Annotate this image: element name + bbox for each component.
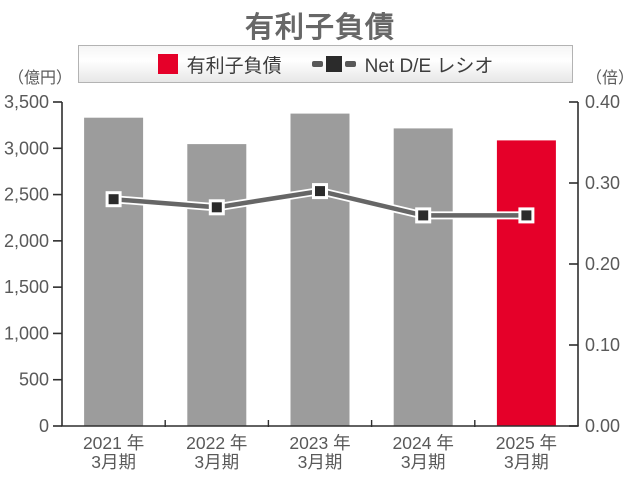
x-axis-label-line2: 3月期: [298, 452, 343, 472]
debt-bar-swatch-icon: [157, 54, 178, 74]
x-axis-label-line2: 3月期: [504, 452, 549, 472]
net-de-marker-2025: [518, 207, 535, 224]
right-axis-tick-label: 0.10: [585, 335, 620, 355]
right-axis-tick-label: 0.40: [585, 92, 620, 112]
x-axis-label-line2: 3月期: [91, 452, 136, 472]
bar-2021: [84, 117, 144, 426]
net-de-marker-2024: [415, 207, 432, 224]
x-axis-label-line1: 2023 年: [289, 433, 350, 453]
left-axis-tick-label: 500: [19, 370, 49, 390]
right-axis-tick-label: 0.20: [585, 254, 620, 274]
bar-2024: [393, 128, 453, 426]
left-axis-tick-label: 2,500: [4, 185, 49, 205]
legend: 有利子負債 Net D/E レシオ: [78, 45, 573, 83]
square-marker-icon: [325, 56, 342, 72]
net-de-marker-2022: [208, 199, 225, 216]
left-axis-unit: （億円）: [8, 70, 73, 87]
dash-icon: [344, 61, 356, 67]
left-axis-tick-label: 1,500: [4, 277, 49, 297]
left-axis-tick-label: 3,500: [4, 92, 49, 112]
left-axis-tick-label: 3,000: [4, 138, 49, 158]
x-axis-label-line1: 2022 年: [186, 433, 247, 453]
left-axis-tick-label: 0: [39, 416, 49, 436]
net-de-marker-2021: [105, 191, 122, 208]
legend-label-debt: 有利子負債: [186, 55, 282, 77]
x-axis-label-line1: 2025 年: [496, 433, 557, 453]
bar-2025: [496, 140, 556, 426]
left-axis-tick-label: 1,000: [4, 323, 49, 343]
x-axis-label-line2: 3月期: [401, 452, 446, 472]
dash-icon: [311, 61, 323, 67]
bar-2022: [187, 144, 247, 426]
x-axis-label-line2: 3月期: [194, 452, 239, 472]
legend-label-ratio: Net D/E レシオ: [364, 55, 494, 77]
chart-title: 有利子負債: [244, 12, 395, 44]
left-axis-tick-label: 2,000: [4, 231, 49, 251]
net-de-marker-2023: [312, 183, 328, 200]
right-axis-unit: （倍）: [585, 70, 634, 87]
x-axis-label-line1: 2021 年: [83, 433, 144, 453]
legend-item-debt: 有利子負債: [157, 51, 282, 78]
right-axis-tick-label: 0.00: [585, 416, 620, 436]
right-axis-tick-label: 0.30: [585, 173, 620, 193]
x-axis-label-line1: 2024 年: [393, 433, 454, 453]
legend-item-ratio: Net D/E レシオ: [311, 51, 494, 78]
line-marker-icon: [311, 56, 356, 72]
bar-2023: [290, 113, 350, 426]
